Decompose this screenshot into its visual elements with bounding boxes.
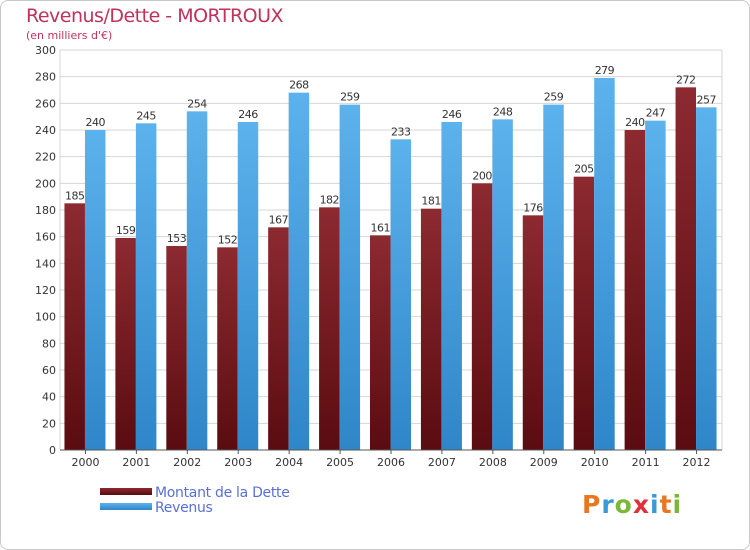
y-tick-label: 240 [35, 124, 56, 137]
bar-debt [370, 235, 391, 450]
y-tick-label: 40 [42, 391, 56, 404]
y-tick-label: 280 [35, 71, 56, 84]
bar-debt [64, 203, 85, 450]
bar-revenus [186, 111, 208, 450]
chart-title: Revenus/Dette - MORTROUX [26, 5, 284, 27]
x-tick-label: 2010 [581, 456, 609, 469]
y-tick-label: 140 [35, 257, 56, 270]
legend-label-revenus: Revenus [155, 500, 213, 516]
data-label-debt: 153 [167, 232, 187, 245]
y-tick-label: 0 [49, 444, 56, 457]
proxiti-logo: Proxiti [582, 490, 682, 519]
y-tick-label: 120 [35, 284, 56, 297]
logo-letter: t [659, 490, 673, 519]
bar-revenus [84, 130, 106, 450]
bar-revenus [390, 139, 411, 451]
bar-revenus [492, 119, 513, 450]
bar-debt [573, 176, 595, 450]
data-label-debt: 176 [523, 201, 543, 214]
data-label-debt: 181 [421, 195, 441, 208]
data-label-revenus: 257 [697, 93, 717, 106]
bar-debt [166, 246, 187, 450]
bar-debt [420, 208, 442, 450]
y-tick-label: 60 [42, 364, 56, 377]
bar-debt [268, 227, 289, 450]
legend-swatch-revenus [100, 503, 152, 510]
data-label-revenus: 247 [646, 107, 666, 120]
logo-letter: i [672, 490, 683, 519]
data-label-debt: 240 [625, 116, 645, 129]
x-tick-label: 2002 [173, 456, 201, 469]
data-label-revenus: 254 [187, 97, 207, 110]
bar-debt [624, 130, 646, 450]
x-tick-label: 2007 [428, 456, 456, 469]
y-tick-label: 160 [35, 231, 56, 244]
bar-revenus [543, 104, 564, 451]
data-label-revenus: 259 [544, 91, 564, 104]
legend-swatch-debt [100, 488, 152, 495]
data-label-revenus: 240 [85, 116, 105, 129]
x-tick-label: 2009 [530, 456, 558, 469]
x-tick-label: 2011 [632, 456, 660, 469]
logo-letter: i [650, 490, 660, 519]
data-label-debt: 159 [116, 224, 136, 237]
data-label-debt: 152 [218, 233, 238, 246]
data-label-debt: 167 [269, 213, 289, 226]
bar-debt [675, 87, 697, 450]
bar-revenus [441, 122, 462, 450]
data-label-debt: 182 [320, 193, 340, 206]
data-label-debt: 272 [676, 73, 696, 86]
y-tick-label: 180 [35, 204, 56, 217]
y-tick-label: 220 [35, 151, 56, 164]
data-label-revenus: 268 [289, 79, 309, 92]
data-label-revenus: 246 [238, 108, 258, 121]
logo-letter: P [582, 490, 602, 519]
data-label-debt: 185 [65, 189, 85, 202]
x-tick-label: 2005 [326, 456, 354, 469]
bar-revenus [594, 78, 615, 450]
y-tick-label: 20 [42, 417, 56, 430]
data-label-debt: 200 [472, 169, 492, 182]
bar-revenus [645, 120, 666, 451]
labels-layer: 185 240 159 245 153 254 152 246 167 268 182 259 161 2… [65, 64, 717, 246]
bar-revenus [339, 104, 361, 451]
bar-debt [522, 215, 544, 450]
y-tick-label: 300 [35, 44, 56, 57]
axis-layer: 0 20 40 60 80 100 120 140 160 180 200 220 240 260 280 3… [35, 44, 722, 469]
data-label-revenus: 279 [595, 64, 615, 77]
x-tick-label: 2001 [122, 456, 150, 469]
data-label-debt: 161 [371, 221, 391, 234]
x-tick-label: 2003 [224, 456, 252, 469]
x-tick-label: 2012 [683, 456, 711, 469]
data-label-revenus: 245 [136, 109, 156, 122]
bar-debt [217, 247, 238, 450]
bars-layer [64, 78, 717, 451]
x-tick-label: 2000 [71, 456, 99, 469]
bar-revenus [135, 123, 157, 450]
data-label-debt: 205 [574, 163, 594, 176]
x-tick-label: 2004 [275, 456, 303, 469]
logo-letter: o [614, 490, 633, 519]
y-tick-label: 80 [42, 337, 56, 350]
bar-revenus [288, 92, 310, 451]
legend-label-debt: Montant de la Dette [155, 485, 290, 501]
logo-letter: x [632, 490, 650, 519]
logo-letter: r [601, 490, 615, 519]
data-label-revenus: 246 [442, 108, 462, 121]
bar-debt [471, 183, 493, 451]
data-label-revenus: 259 [340, 91, 360, 104]
y-tick-label: 100 [35, 311, 56, 324]
y-tick-label: 200 [35, 177, 56, 190]
y-tick-label: 260 [35, 97, 56, 110]
bar-debt [115, 238, 136, 450]
bar-revenus [237, 122, 259, 450]
data-label-revenus: 248 [493, 105, 513, 118]
x-tick-label: 2006 [377, 456, 405, 469]
data-label-revenus: 233 [391, 125, 411, 138]
chart-subtitle: (en milliers d'€) [26, 29, 113, 42]
bar-debt [319, 207, 340, 450]
x-tick-label: 2008 [479, 456, 507, 469]
bar-revenus [696, 107, 717, 450]
